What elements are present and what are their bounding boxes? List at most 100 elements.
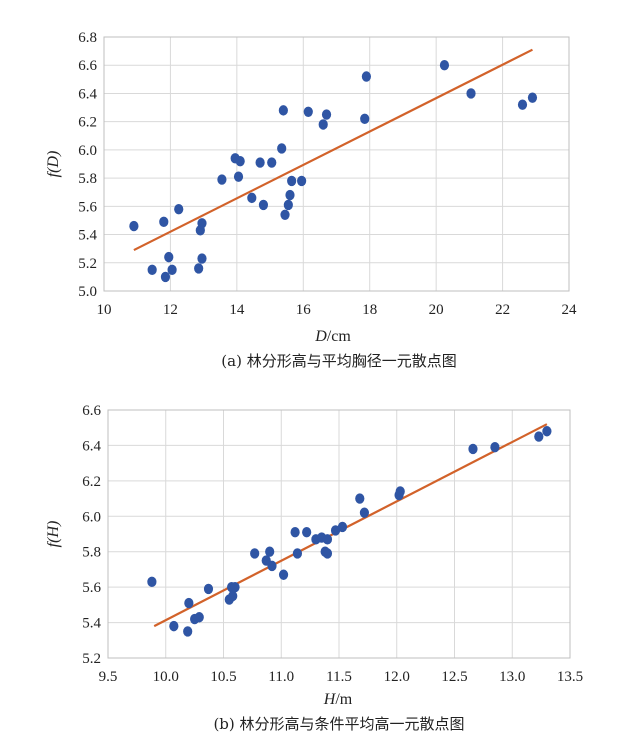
chart-a-data-point bbox=[517, 99, 528, 110]
chart-a-y-tick-label: 5.8 bbox=[78, 171, 97, 187]
chart-b-x-axis-label-unit: /m bbox=[335, 691, 352, 708]
chart-a-x-tick-label: 24 bbox=[562, 302, 578, 318]
chart-a-data-point bbox=[147, 264, 157, 276]
chart-b-x-tick-label: 9.5 bbox=[99, 669, 118, 685]
chart-a-data-point bbox=[285, 189, 295, 201]
chart-b-data-point bbox=[542, 426, 552, 437]
chart-a-data-point bbox=[360, 113, 370, 125]
chart-b-data-point bbox=[194, 612, 204, 623]
chart-a-y-tick-label: 6.0 bbox=[78, 143, 97, 159]
chart-a-y-tick-label: 5.4 bbox=[78, 228, 97, 244]
chart-b-x-tick-label: 10.0 bbox=[153, 669, 179, 685]
chart-b-x-tick-label: 11.5 bbox=[326, 669, 352, 685]
chart-a-data-point bbox=[167, 264, 177, 276]
chart-b-data-point bbox=[290, 527, 300, 538]
chart-b-y-tick-label: 5.8 bbox=[82, 545, 101, 561]
chart-a-data-point bbox=[159, 216, 169, 228]
chart-a-data-point bbox=[283, 199, 293, 211]
chart-a-data-point bbox=[233, 171, 244, 182]
chart-a-x-tick-label: 22 bbox=[495, 302, 510, 318]
chart-b-y-tick-label: 5.6 bbox=[82, 580, 101, 596]
chart-b-x-tick-labels: 9.5 10.0 10.5 11.0 11.5 12.0 12.5 13.0 13.5 bbox=[99, 669, 584, 685]
chart-b-y-tick-label: 6.6 bbox=[82, 403, 101, 419]
chart-a-caption: (a) 林分形高与平均胸径一元散点图 bbox=[221, 352, 456, 370]
chart-b-points bbox=[147, 426, 552, 637]
chart-a-fit-line bbox=[133, 48, 533, 252]
chart-b-data-point bbox=[184, 597, 194, 609]
chart-b-data-point bbox=[292, 548, 303, 559]
chart-a-data-point bbox=[235, 155, 245, 167]
chart-b-data-point bbox=[490, 442, 500, 453]
chart-a-x-tick-label: 16 bbox=[296, 302, 312, 318]
chart-b-data-point bbox=[322, 534, 333, 545]
chart-a-x-tick-label: 20 bbox=[429, 302, 444, 318]
chart-a-y-tick-label: 5.6 bbox=[78, 199, 97, 215]
chart-b-data-point bbox=[230, 581, 240, 593]
chart-a-y-tick-label: 6.6 bbox=[78, 58, 97, 74]
chart-a-data-point bbox=[267, 157, 277, 168]
chart-b-data-point bbox=[147, 576, 157, 588]
chart-b-y-tick-label: 5.4 bbox=[82, 616, 101, 632]
chart-a-points bbox=[129, 60, 538, 283]
chart-b-data-point bbox=[203, 583, 214, 595]
chart-a-data-point bbox=[174, 203, 184, 215]
chart-a-data-point bbox=[361, 71, 371, 82]
chart-a-data-point bbox=[194, 263, 204, 274]
chart-a-data-point bbox=[318, 119, 328, 130]
chart-a-x-tick-label: 10 bbox=[97, 302, 112, 318]
chart-b-data-point bbox=[322, 548, 333, 559]
chart-a-fit-layer bbox=[133, 48, 533, 252]
chart-b-data-point bbox=[250, 548, 260, 559]
chart-a-grid bbox=[103, 36, 570, 292]
chart-b-y-tick-labels: 5.2 5.4 5.6 5.8 6.0 6.2 6.4 6.6 bbox=[82, 403, 101, 667]
chart-a-data-point bbox=[197, 218, 207, 229]
chart-a-x-axis-label: D/cm bbox=[314, 328, 351, 345]
chart-b-fit-line bbox=[153, 423, 548, 628]
chart-b-y-tick-label: 6.2 bbox=[82, 474, 101, 490]
chart-a-data-point bbox=[247, 192, 257, 204]
chart-b-x-tick-label: 11.0 bbox=[268, 669, 294, 685]
chart-a-data-point bbox=[129, 220, 139, 232]
chart-a-data-point bbox=[321, 109, 332, 120]
chart-b-y-tick-label: 6.0 bbox=[82, 509, 101, 525]
chart-b-data-point bbox=[169, 620, 179, 632]
chart-a-x-axis-label-unit: /cm bbox=[327, 328, 352, 345]
chart-a-data-point bbox=[527, 92, 538, 103]
chart-a: 5.05.25.45.65.86.06.26.46.66.8 10 12 14 16 1… bbox=[45, 30, 577, 370]
chart-a-x-axis-label-var: D bbox=[314, 328, 327, 345]
chart-b-data-point bbox=[330, 525, 341, 536]
chart-a-x-tick-label: 18 bbox=[362, 302, 377, 318]
chart-a-y-tick-labels: 5.0 5.2 5.4 5.6 5.8 6.0 6.2 6.4 6.6 6.8 bbox=[78, 30, 97, 300]
chart-a-data-point bbox=[280, 209, 290, 220]
chart-a-y-tick-label: 5.2 bbox=[78, 256, 97, 272]
chart-b-data-point bbox=[337, 521, 348, 533]
chart-b-data-point bbox=[355, 493, 365, 504]
chart-b-data-point bbox=[267, 560, 277, 572]
chart-a-y-axis-label: f(D) bbox=[45, 151, 62, 178]
chart-a-data-point bbox=[160, 271, 171, 283]
chart-b-data-point bbox=[395, 486, 405, 497]
chart-b-x-axis-label: H/m bbox=[323, 691, 353, 708]
chart-b-x-tick-label: 10.5 bbox=[210, 669, 236, 685]
chart-a-y-tick-label: 5.0 bbox=[78, 284, 97, 300]
chart-b-data-point bbox=[534, 431, 544, 442]
chart-b-x-tick-label: 13.0 bbox=[499, 669, 525, 685]
chart-a-data-point bbox=[258, 199, 269, 211]
chart-a-data-point bbox=[277, 143, 287, 154]
chart-b-y-tick-label: 6.4 bbox=[82, 438, 101, 454]
chart-b-data-point bbox=[302, 527, 312, 538]
chart-b-x-axis-label-var: H bbox=[323, 691, 337, 708]
chart-a-data-point bbox=[164, 251, 174, 263]
chart-b-y-tick-label: 5.2 bbox=[82, 651, 101, 667]
chart-b-data-point bbox=[468, 443, 478, 455]
chart-b-data-point bbox=[228, 590, 238, 602]
chart-b-data-point bbox=[359, 507, 370, 518]
chart-b-x-tick-label: 12.0 bbox=[384, 669, 410, 685]
chart-b-caption: (b) 林分形高与条件平均高一元散点图 bbox=[213, 715, 464, 733]
chart-b-x-tick-label: 13.5 bbox=[557, 669, 583, 685]
chart-a-y-tick-label: 6.4 bbox=[78, 86, 97, 102]
chart-b: 5.2 5.4 5.6 5.8 6.0 6.2 6.4 6.6 9.5 10.0 10.5 11.0… bbox=[45, 403, 583, 733]
chart-b-data-point bbox=[278, 569, 289, 580]
chart-b-y-axis-label: f(H) bbox=[45, 521, 62, 548]
